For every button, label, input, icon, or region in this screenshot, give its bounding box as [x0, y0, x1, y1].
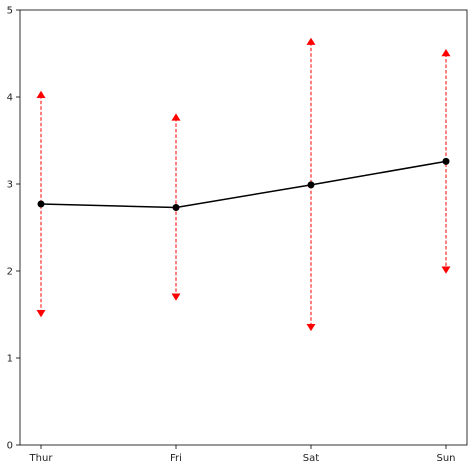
- series-line: [40, 160, 447, 209]
- upper-marker: [441, 49, 451, 57]
- series-layer: [37, 157, 450, 211]
- plot-frame: [19, 9, 468, 446]
- error-range-layer: [36, 37, 451, 332]
- tick-layer: 0 1 2 3 4 5 Thur Fri Sat Sun: [7, 6, 456, 465]
- y-tick-label: 2: [7, 267, 13, 278]
- data-point: [307, 181, 315, 189]
- lower-marker: [171, 293, 181, 301]
- upper-marker: [36, 90, 46, 98]
- data-point: [442, 157, 450, 165]
- data-point: [172, 203, 180, 211]
- lower-marker: [36, 310, 46, 318]
- lower-marker: [441, 266, 451, 274]
- axes-layer: [19, 9, 468, 446]
- y-tick-label: 1: [7, 354, 13, 365]
- x-tick-label: Fri: [170, 453, 182, 464]
- x-tick-label: Sun: [436, 453, 455, 464]
- upper-marker: [306, 37, 316, 45]
- x-tick-label: Thur: [29, 453, 54, 464]
- data-point: [37, 200, 45, 208]
- y-tick-label: 5: [7, 6, 13, 17]
- x-tick-label: Sat: [303, 453, 319, 464]
- y-tick-label: 4: [7, 93, 13, 104]
- y-tick-label: 0: [7, 441, 13, 452]
- lower-marker: [306, 323, 316, 332]
- y-tick-label: 3: [7, 180, 13, 191]
- upper-marker: [171, 113, 181, 121]
